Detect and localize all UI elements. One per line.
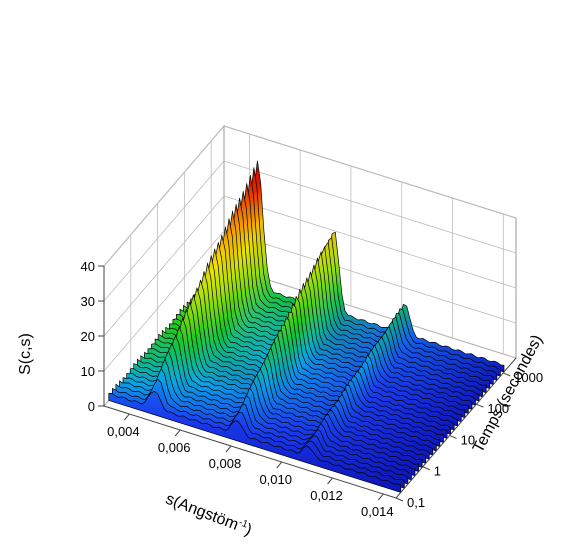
- series-layer: [108, 160, 505, 493]
- x-tick: [225, 445, 232, 453]
- z-grid-line: [103, 160, 517, 302]
- grid-layer: [103, 124, 517, 408]
- x-axis-title-main: s(Angstöm: [163, 491, 240, 534]
- waterfall-slice: [211, 160, 505, 373]
- x-tick-label: 0,004: [107, 424, 140, 439]
- x-axis-line: [103, 405, 397, 499]
- waterfall-slice: [200, 183, 494, 385]
- waterfall-slice: [204, 174, 498, 381]
- waterfall-slice: [172, 242, 466, 419]
- waterfall-slice: [183, 218, 476, 406]
- y-tick-label: 1: [434, 464, 441, 479]
- axis-layer: 0,0040,0060,0080,0100,0120,0140,11101001…: [81, 259, 544, 519]
- waterfall-slice: [186, 210, 480, 402]
- waterfall-slice: [176, 234, 469, 414]
- waterfall-slice: [168, 248, 462, 423]
- waterfall-slice: [197, 190, 491, 389]
- waterfall-slice: [115, 368, 409, 485]
- y-tick: [503, 372, 511, 377]
- z-tick-label: 30: [81, 294, 95, 309]
- waterfall-slice: [112, 378, 405, 489]
- x-tick: [276, 461, 283, 469]
- z-grid-line: [103, 230, 517, 372]
- y-tick-label: 1000: [514, 370, 543, 385]
- z-grid-line: [103, 195, 517, 337]
- waterfall-slice: [179, 226, 473, 410]
- y-tick: [449, 435, 457, 439]
- x-tick: [377, 493, 384, 501]
- waterfall-slice: [126, 343, 419, 472]
- waterfall-slice: [190, 204, 483, 398]
- waterfall-slice: [151, 287, 444, 443]
- waterfall-slice: [133, 326, 427, 464]
- z-tick-label: 0: [88, 399, 95, 414]
- z-tick-label: 10: [81, 364, 95, 379]
- waterfall-slice: [119, 358, 412, 481]
- x-tick: [174, 429, 181, 437]
- waterfall-slice: [161, 262, 455, 431]
- waterfall-slice: [129, 335, 423, 468]
- x-tick-label: 0,006: [158, 440, 191, 455]
- y-tick: [395, 497, 404, 502]
- waterfall-slice: [108, 390, 402, 493]
- y-tick: [476, 403, 484, 408]
- waterfall-slice: [193, 197, 487, 394]
- x-tick-label: 0,010: [259, 472, 292, 487]
- x-axis-title-sup: -1: [237, 517, 250, 531]
- y-tick-label: 100: [487, 401, 509, 416]
- x-tick-label: 0,014: [361, 504, 394, 519]
- y-tick: [422, 466, 430, 471]
- waterfall-slice: [136, 317, 430, 460]
- z-tick-label: 40: [81, 259, 95, 274]
- x-tick-label: 0,008: [209, 456, 242, 471]
- y-axis-line: [395, 357, 517, 499]
- waterfall-slice: [147, 294, 441, 448]
- z-grid-line: [103, 125, 517, 267]
- waterfall-slice: [208, 167, 501, 377]
- x-tick: [124, 413, 130, 421]
- y-tick-label: 0,1: [407, 495, 425, 510]
- x-axis-title: s(Angstöm-1): [163, 490, 254, 539]
- waterfall-slice: [158, 271, 451, 435]
- x-tick: [327, 477, 333, 485]
- x-tick-label: 0,012: [310, 488, 343, 503]
- x-axis-title-close: ): [243, 521, 254, 539]
- y-tick-label: 10: [461, 432, 475, 447]
- waterfall-slice: [165, 255, 459, 427]
- z-tick-label: 20: [81, 329, 95, 344]
- z-axis-title: S(c,s): [17, 333, 34, 375]
- waterfall-slice: [122, 350, 416, 477]
- waterfall-slice: [140, 309, 434, 456]
- waterfall-slice: [154, 279, 448, 439]
